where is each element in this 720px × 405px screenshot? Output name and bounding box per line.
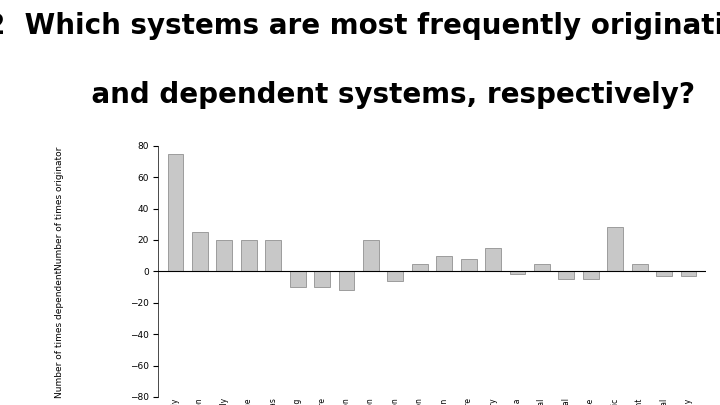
Bar: [510, 271, 526, 275]
Bar: [461, 259, 477, 271]
Bar: [656, 271, 672, 276]
Bar: [534, 264, 550, 271]
Bar: [387, 271, 403, 281]
Text: Number of times originator: Number of times originator: [55, 147, 64, 270]
Bar: [168, 153, 184, 271]
Bar: [363, 240, 379, 271]
Bar: [265, 240, 281, 271]
Text: and dependent systems, respectively?: and dependent systems, respectively?: [24, 81, 696, 109]
Bar: [436, 256, 452, 271]
Bar: [241, 240, 257, 271]
Bar: [583, 271, 599, 279]
Bar: [217, 240, 233, 271]
Text: 3.2  Which systems are most frequently originating: 3.2 Which systems are most frequently or…: [0, 12, 720, 40]
Bar: [289, 271, 305, 287]
Bar: [680, 271, 696, 276]
Bar: [338, 271, 354, 290]
Bar: [192, 232, 208, 271]
Bar: [607, 228, 623, 271]
Bar: [631, 264, 647, 271]
Bar: [485, 248, 501, 271]
Text: Number of times dependent: Number of times dependent: [55, 270, 64, 398]
Bar: [559, 271, 575, 279]
Bar: [314, 271, 330, 287]
Bar: [412, 264, 428, 271]
